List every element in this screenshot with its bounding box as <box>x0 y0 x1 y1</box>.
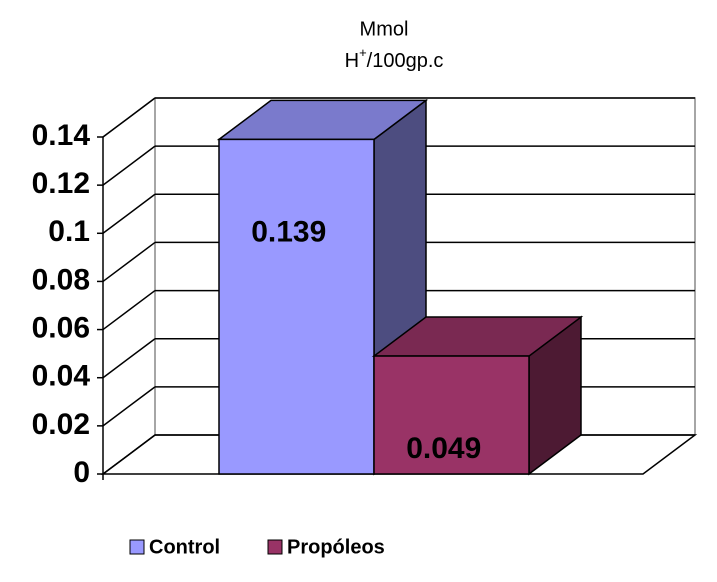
legend-swatch <box>129 539 145 555</box>
grid-line <box>102 386 156 427</box>
y-tick-label: 0 <box>73 456 90 489</box>
y-tick-label: 0.14 <box>32 119 91 152</box>
title-rest: /100gp.c <box>367 50 444 72</box>
title-sup: + <box>359 45 367 60</box>
grid-line <box>102 338 156 379</box>
legend-label: Propóleos <box>287 536 385 558</box>
y-tick-label: 0.1 <box>48 215 90 248</box>
grid-line <box>102 145 156 186</box>
grid-line <box>102 434 156 475</box>
grid-line <box>102 193 156 234</box>
chart-title-line1: Mmol <box>360 18 409 40</box>
y-tick-label: 0.12 <box>32 167 90 200</box>
chart-title-line2: H+/100gp.c <box>345 45 444 72</box>
title-base: H <box>345 50 359 72</box>
grid-line <box>102 241 156 283</box>
legend-label: Control <box>149 536 220 558</box>
grid-line <box>102 289 156 331</box>
y-tick-label: 0.02 <box>32 408 90 441</box>
grid-line <box>102 97 156 138</box>
y-tick-label: 0.04 <box>32 360 91 393</box>
legend-swatch <box>267 539 283 555</box>
value-label: 0.049 <box>406 432 481 465</box>
bar <box>373 355 530 475</box>
y-tick-label: 0.08 <box>32 263 90 296</box>
bar <box>218 138 375 475</box>
y-tick-label: 0.06 <box>32 311 90 344</box>
value-label: 0.139 <box>251 215 326 248</box>
